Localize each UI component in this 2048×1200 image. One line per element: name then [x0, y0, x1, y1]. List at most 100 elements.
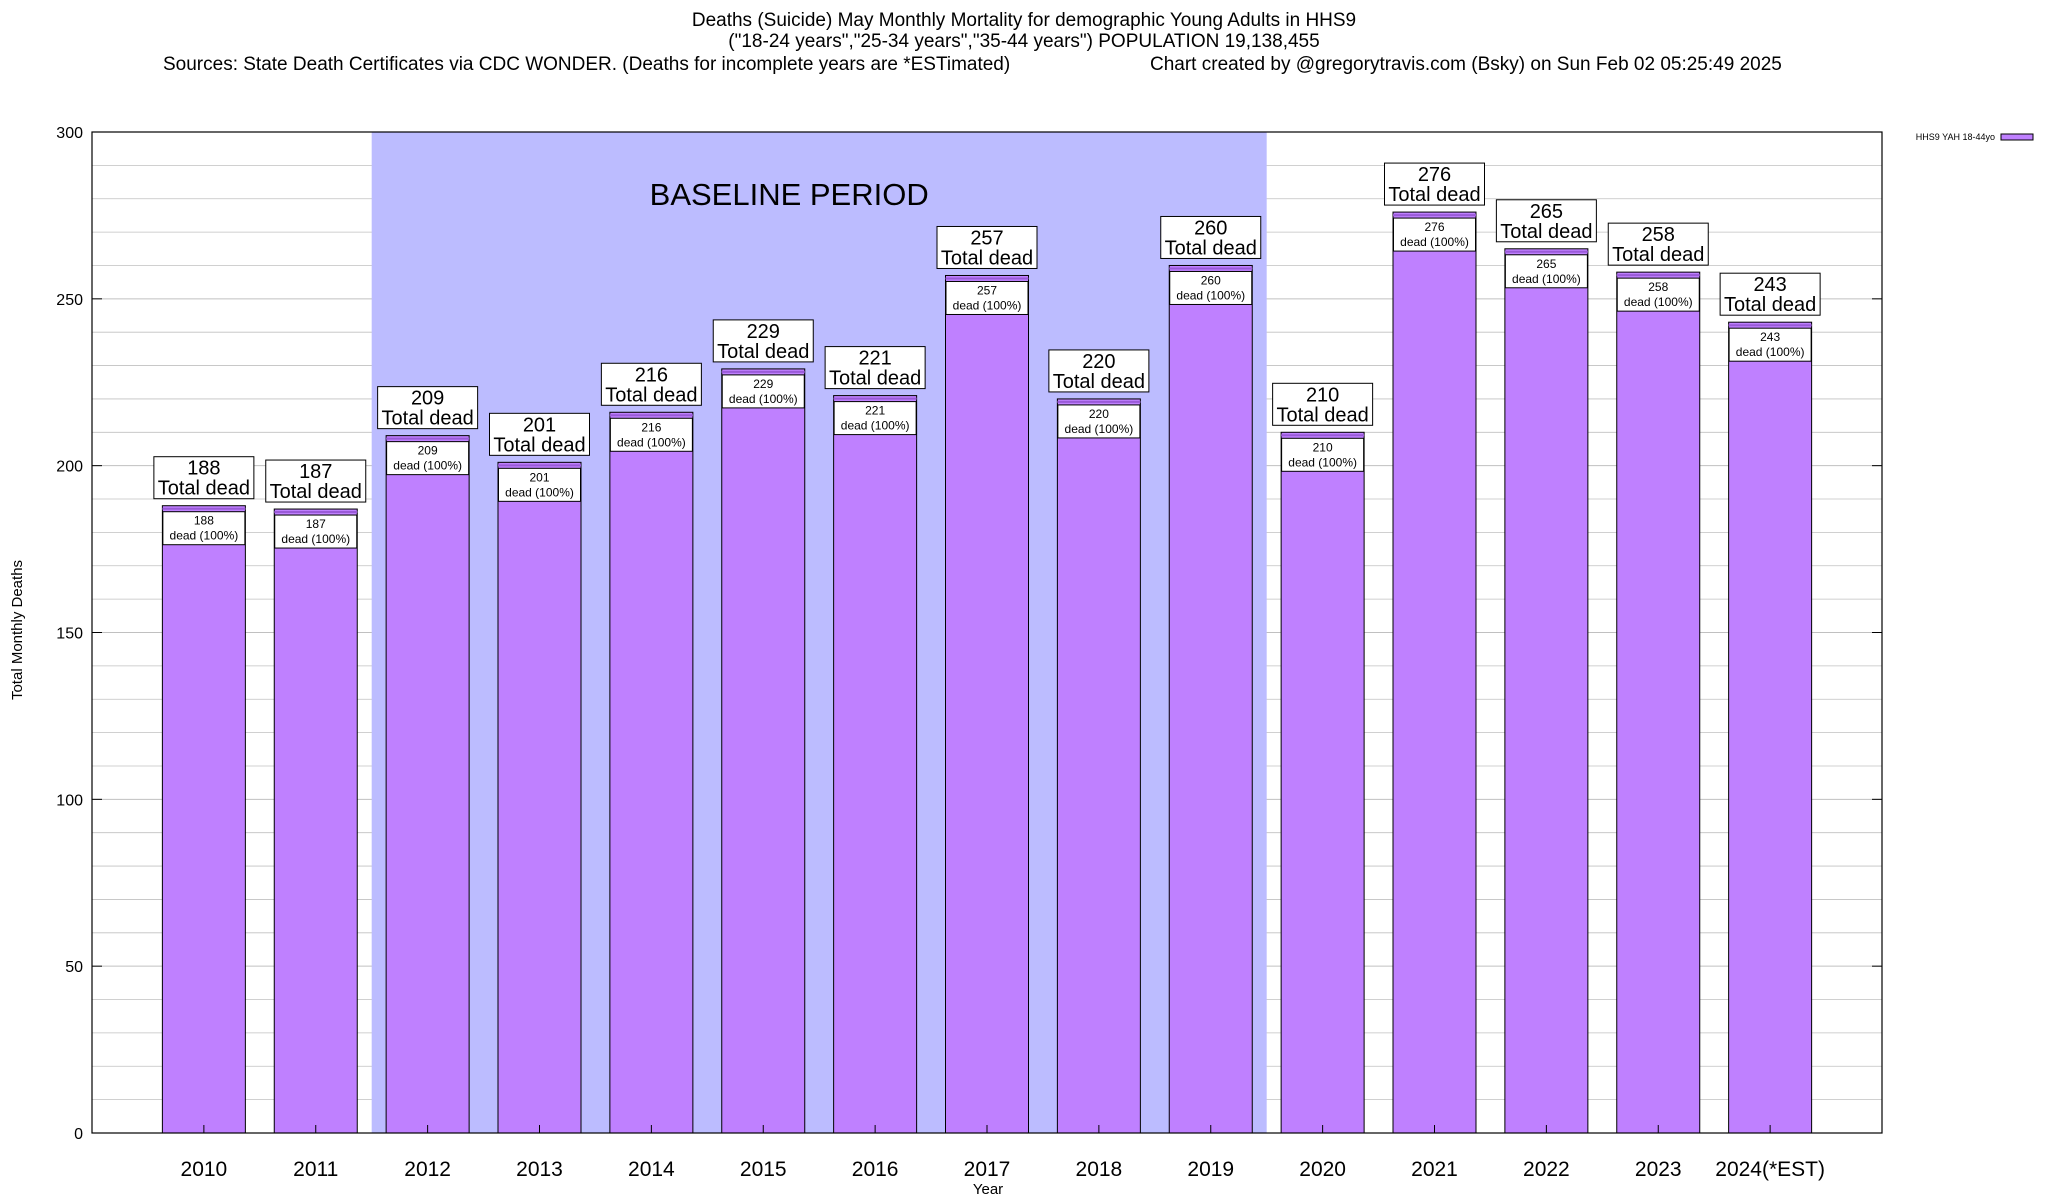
chart-title: Deaths (Suicide) May Monthly Mortality f…	[691, 10, 1357, 31]
bar-inner-label-box	[274, 514, 358, 549]
bar-inner-label-box	[498, 467, 581, 502]
bar-inner-value: 210	[1313, 440, 1333, 454]
y-tick-label: 100	[56, 792, 83, 809]
y-axis-title: Total Monthly Deaths	[9, 560, 26, 700]
bar-total-value: 260	[1194, 217, 1227, 239]
bar	[945, 274, 1029, 1134]
x-tick-label: 2023	[1635, 1158, 1682, 1181]
x-tick-label: 2022	[1523, 1158, 1570, 1181]
bar-inner-dead-label: dead (100%)	[729, 392, 798, 406]
x-tick-label: 2021	[1411, 1158, 1458, 1181]
bar-total-label-box	[1272, 382, 1374, 426]
x-tick-label: 2010	[181, 1158, 228, 1181]
bar-inner-label-box	[1728, 327, 1812, 362]
bar-total-label-box	[1048, 349, 1150, 393]
bar-total-value: 243	[1753, 274, 1786, 296]
bar-total-dead-label: Total dead	[1276, 404, 1368, 426]
x-tick-label: 2016	[852, 1158, 899, 1181]
legend-swatch	[2000, 133, 2034, 141]
bar	[1616, 271, 1701, 1134]
bar-inner-value: 243	[1760, 330, 1780, 344]
y-tick-label: 0	[74, 1126, 83, 1143]
bar-inner-dead-label: dead (100%)	[170, 529, 239, 543]
bar-total-label-box	[1719, 272, 1821, 316]
chart-title-block: Deaths (Suicide) May Monthly Mortality f…	[0, 10, 2048, 52]
bar-total-dead-label: Total dead	[381, 408, 473, 430]
bar-total-dead-label: Total dead	[270, 481, 362, 503]
legend: HHS9 YAH 18-44yo	[1916, 132, 2034, 142]
bar-total-value: 220	[1082, 351, 1115, 373]
bar-inner-label-box	[609, 417, 693, 452]
bar-inner-dead-label: dead (100%)	[1176, 288, 1245, 302]
bar	[1728, 321, 1813, 1134]
bar-total-label-box	[600, 362, 702, 406]
bar-inner-value: 229	[753, 377, 773, 391]
bar-total-label-box	[1495, 199, 1597, 243]
bar	[1504, 248, 1589, 1134]
bar-total-label-box	[489, 412, 590, 456]
bar-inner-label-box	[833, 401, 917, 436]
bar-inner-dead-label: dead (100%)	[617, 435, 686, 449]
bar-total-value: 187	[299, 461, 332, 483]
bar-total-value: 258	[1642, 224, 1675, 246]
bar-inner-label-box	[945, 280, 1029, 315]
bar-inner-dead-label: dead (100%)	[281, 532, 350, 546]
bar-total-label-box	[265, 459, 367, 503]
bar-total-label-box	[824, 346, 926, 390]
bar-inner-dead-label: dead (100%)	[1288, 455, 1357, 469]
y-tick-label: 150	[56, 626, 83, 643]
bar-total-value: 216	[635, 364, 668, 386]
x-tick-label: 2019	[1187, 1158, 1234, 1181]
bar-inner-value: 265	[1536, 257, 1556, 271]
bar-total-value: 229	[747, 321, 780, 343]
bar-inner-value: 201	[529, 470, 549, 484]
x-axis-title: Year	[973, 1181, 1003, 1198]
bar-inner-label-box	[1616, 277, 1700, 312]
bar-inner-dead-label: dead (100%)	[1624, 295, 1693, 309]
x-tick-label: 2015	[740, 1158, 787, 1181]
bar-total-dead-label: Total dead	[1388, 184, 1480, 206]
bar-total-dead-label: Total dead	[605, 384, 697, 406]
bar-inner-value: 260	[1201, 273, 1221, 287]
bar-total-label-box	[1160, 215, 1262, 259]
bar-total-dead-label: Total dead	[1053, 371, 1145, 393]
bar	[385, 435, 470, 1134]
bar-inner-value: 216	[641, 420, 661, 434]
bar	[273, 508, 358, 1134]
bar-inner-label-box	[721, 374, 805, 409]
bar-total-dead-label: Total dead	[829, 368, 921, 390]
bar-total-value: 209	[411, 388, 444, 410]
bar-total-value: 188	[187, 458, 220, 480]
bar-total-value: 201	[523, 414, 556, 436]
bar	[1056, 398, 1141, 1134]
bar-total-label-box	[153, 456, 255, 500]
bar-inner-value: 209	[418, 444, 438, 458]
chart-sources: Sources: State Death Certificates via CD…	[163, 54, 1011, 75]
bar-total-dead-label: Total dead	[493, 434, 585, 456]
x-tick-label: 2018	[1076, 1158, 1123, 1181]
bar-total-label-box	[936, 225, 1038, 269]
bar-total-value: 210	[1306, 384, 1339, 406]
baseline-period-label: BASELINE PERIOD	[650, 177, 929, 212]
bar	[833, 395, 918, 1134]
bar-total-dead-label: Total dead	[941, 247, 1033, 269]
y-tick-label: 200	[56, 459, 83, 476]
bars-layer	[161, 211, 1813, 1134]
chart-credit: Chart created by @gregorytravis.com (Bsk…	[1150, 54, 1782, 75]
bar-inner-dead-label: dead (100%)	[1400, 235, 1469, 249]
bar-total-dead-label: Total dead	[158, 478, 250, 500]
x-tick-label: 2013	[516, 1158, 563, 1181]
bar-inner-dead-label: dead (100%)	[1512, 272, 1581, 286]
x-tick-label: 2011	[293, 1158, 338, 1181]
legend-entry-label: HHS9 YAH 18-44yo	[1916, 132, 1995, 142]
bar	[609, 411, 694, 1134]
bar-inner-value: 187	[306, 517, 326, 531]
bar-total-label-box	[1384, 162, 1485, 206]
bar-inner-value: 258	[1648, 280, 1668, 294]
bar-total-dead-label: Total dead	[1724, 294, 1816, 316]
bar	[1392, 211, 1477, 1134]
x-tick-label: 2014	[628, 1158, 675, 1181]
axes-layer: 2010 2011 2012 2013 2014 2015 2016 2017 2018 2019…	[56, 125, 1883, 1181]
bar-total-dead-label: Total dead	[1500, 221, 1592, 243]
